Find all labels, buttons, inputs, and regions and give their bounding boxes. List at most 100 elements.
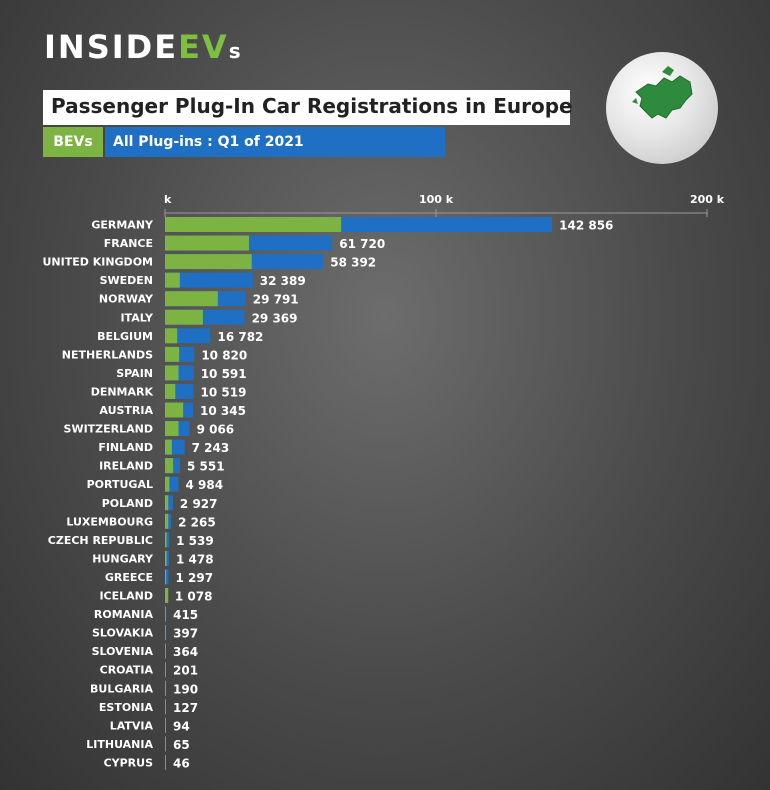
bar-all-3 xyxy=(165,272,253,288)
europe-globe-icon xyxy=(606,52,718,164)
bar-all-18 xyxy=(165,550,170,566)
bar-bev-20 xyxy=(165,588,169,603)
value-label-2: 58 392 xyxy=(330,256,376,270)
value-label-4: 29 791 xyxy=(253,293,299,307)
legend-bev-tag: BEVs xyxy=(43,127,103,157)
value-label-17: 1 539 xyxy=(176,534,214,548)
value-label-29: 46 xyxy=(173,756,190,770)
bar-bev-12 xyxy=(165,439,172,455)
category-label-3: SWEDEN xyxy=(100,274,153,287)
category-label-25: BULGARIA xyxy=(90,682,153,695)
bar-bev-27 xyxy=(165,717,166,733)
value-label-8: 10 591 xyxy=(201,367,247,381)
value-label-10: 10 345 xyxy=(200,404,246,418)
value-label-7: 10 820 xyxy=(201,348,247,362)
category-label-24: CROATIA xyxy=(100,664,154,677)
bar-bev-1 xyxy=(165,235,250,251)
value-label-22: 397 xyxy=(173,627,198,641)
category-label-14: PORTUGAL xyxy=(87,478,153,491)
bar-bev-25 xyxy=(165,680,166,696)
chart-title: Passenger Plug-In Car Registrations in E… xyxy=(51,94,573,118)
value-label-26: 127 xyxy=(173,701,198,715)
category-label-1: FRANCE xyxy=(104,237,153,250)
logo-text-suffix: s xyxy=(228,39,241,63)
bar-bev-21 xyxy=(165,606,166,622)
insideevs-logo: INSIDEEVs xyxy=(44,28,241,66)
bar-bev-13 xyxy=(165,458,174,474)
category-label-27: LATVIA xyxy=(110,719,154,732)
value-label-25: 190 xyxy=(173,682,198,696)
category-label-12: FINLAND xyxy=(98,441,153,454)
logo-text-accent: EV xyxy=(178,28,229,66)
value-label-28: 65 xyxy=(173,738,190,752)
bar-bev-29 xyxy=(165,754,166,770)
category-label-11: SWITZERLAND xyxy=(64,423,153,436)
x-tick-label-2: 200 k xyxy=(690,193,725,206)
bar-bev-15 xyxy=(165,495,169,511)
bar-bev-24 xyxy=(165,662,166,678)
bar-bev-5 xyxy=(165,309,203,325)
bar-bev-10 xyxy=(165,402,184,418)
x-tick-label-1: 100 k xyxy=(419,193,454,206)
bar-bev-19 xyxy=(165,569,167,585)
value-label-15: 2 927 xyxy=(180,497,218,511)
bar-bev-2 xyxy=(165,254,252,270)
category-label-20: ICELAND xyxy=(99,590,153,603)
category-label-8: SPAIN xyxy=(116,367,153,380)
bar-bev-16 xyxy=(165,513,169,529)
category-label-2: UNITED KINGDOM xyxy=(43,256,154,269)
value-label-13: 5 551 xyxy=(187,460,225,474)
bar-all-17 xyxy=(165,532,170,548)
value-label-27: 94 xyxy=(173,719,190,733)
bar-bev-9 xyxy=(165,383,176,399)
category-label-23: SLOVENIA xyxy=(92,645,154,658)
value-label-21: 415 xyxy=(173,608,198,622)
bar-bev-3 xyxy=(165,272,180,288)
value-label-3: 32 389 xyxy=(260,274,306,288)
bar-bev-4 xyxy=(165,291,218,307)
value-label-1: 61 720 xyxy=(339,237,385,251)
x-tick-label-0: k xyxy=(164,193,172,206)
category-label-13: IRELAND xyxy=(99,460,153,473)
logo-text-main: INSIDE xyxy=(44,28,179,66)
bar-bev-0 xyxy=(165,217,342,232)
value-label-12: 7 243 xyxy=(192,441,230,455)
value-label-9: 10 519 xyxy=(201,385,247,399)
value-label-24: 201 xyxy=(173,664,198,678)
category-label-9: DENMARK xyxy=(91,385,154,398)
bar-bev-18 xyxy=(165,550,167,566)
category-label-16: LUXEMBOURG xyxy=(66,515,153,528)
value-label-5: 29 369 xyxy=(252,311,298,325)
category-label-10: AUSTRIA xyxy=(99,404,153,417)
bar-bev-28 xyxy=(165,736,166,752)
category-label-0: GERMANY xyxy=(91,219,154,232)
category-label-29: CYPRUS xyxy=(104,756,154,769)
value-label-16: 2 265 xyxy=(178,515,216,529)
bar-bev-7 xyxy=(165,346,180,362)
bar-bev-8 xyxy=(165,365,179,381)
category-label-19: GREECE xyxy=(105,571,153,584)
value-label-23: 364 xyxy=(173,645,198,659)
category-label-6: BELGIUM xyxy=(97,330,153,343)
bar-bev-23 xyxy=(165,643,166,659)
globe-graphic xyxy=(632,66,693,119)
bar-bev-11 xyxy=(165,421,179,437)
value-label-14: 4 984 xyxy=(186,478,224,492)
value-label-6: 16 782 xyxy=(217,330,263,344)
value-label-19: 1 297 xyxy=(176,571,214,585)
category-label-28: LITHUANIA xyxy=(86,738,153,751)
value-label-11: 9 066 xyxy=(197,423,235,437)
bar-all-19 xyxy=(165,569,169,585)
category-label-26: ESTONIA xyxy=(99,701,154,714)
category-label-15: POLAND xyxy=(102,497,153,510)
category-label-18: HUNGARY xyxy=(92,552,154,565)
category-label-4: NORWAY xyxy=(99,293,154,306)
bar-bev-14 xyxy=(165,476,170,492)
bar-all-15 xyxy=(165,495,173,511)
title-box: Passenger Plug-In Car Registrations in E… xyxy=(43,90,573,125)
bar-bev-6 xyxy=(165,328,178,344)
category-label-5: ITALY xyxy=(120,311,154,324)
bar-bev-17 xyxy=(165,532,167,548)
category-label-22: SLOVAKIA xyxy=(92,627,153,640)
